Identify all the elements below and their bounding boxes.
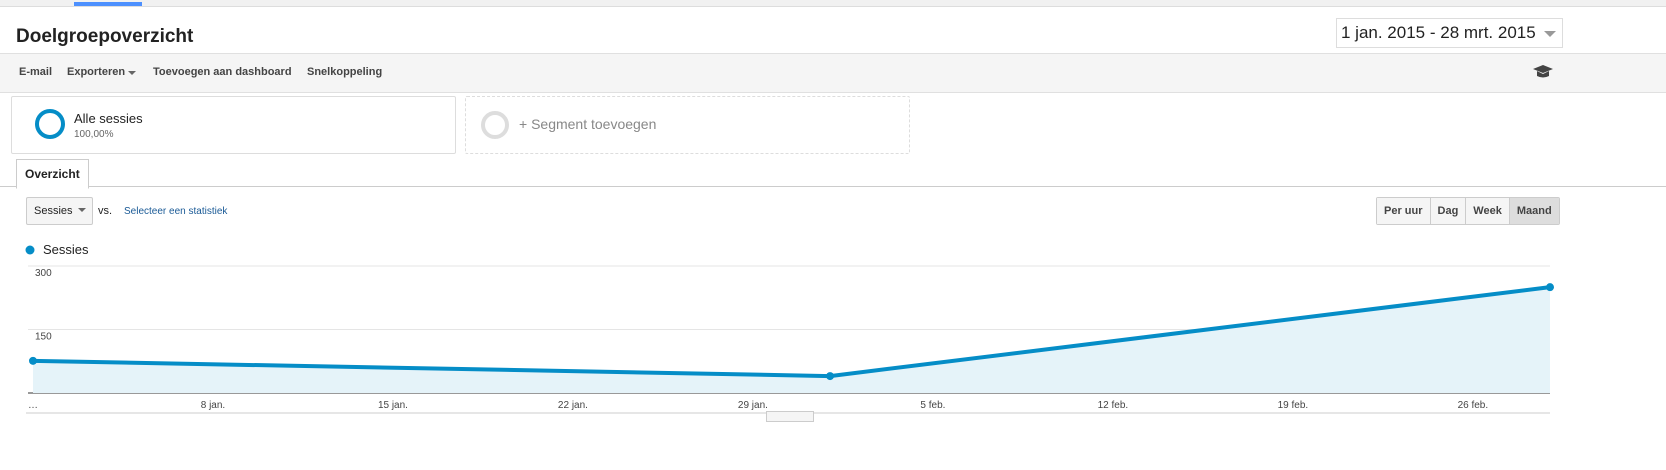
overview-tab[interactable]: Overzicht: [16, 159, 89, 189]
y-tick-label: 150: [35, 332, 52, 343]
x-tick-label: 19 feb.: [1278, 400, 1309, 411]
month-button[interactable]: Maand: [1508, 198, 1559, 224]
segment-share: 100,00%: [74, 129, 114, 140]
per-hour-button[interactable]: Per uur: [1377, 198, 1430, 224]
area: [33, 287, 1550, 393]
chart: 150 300 … 8 jan. 15 jan. 22 jan. 29 jan. 5 feb.…: [25, 242, 1554, 414]
help-icon[interactable]: [1532, 64, 1554, 80]
granularity-buttons: Per uur Dag Week Maand: [1376, 197, 1560, 225]
vs-label: vs.: [98, 205, 113, 217]
tab-line: [0, 186, 1666, 187]
x-tick-label: 5 feb.: [920, 400, 945, 411]
add-segment-icon: [481, 111, 509, 139]
segment-icon: [35, 109, 65, 139]
dashboard-button[interactable]: Toevoegen aan dashboard: [153, 66, 292, 78]
x-tick-label: 29 jan.: [738, 400, 768, 411]
day-button[interactable]: Dag: [1429, 198, 1466, 224]
dropdown-arrow: [128, 71, 136, 79]
x-tick-label: 15 jan.: [378, 400, 408, 411]
toolbar: [0, 53, 1666, 93]
legend-label: Sessies: [43, 242, 89, 257]
email-button[interactable]: E-mail: [19, 66, 53, 78]
point: [1546, 283, 1554, 292]
add-segment-label: + Segment toevoegen: [519, 116, 657, 132]
x-tick-label: 8 jan.: [201, 400, 225, 411]
x-tick-label: …: [28, 400, 38, 411]
export-button[interactable]: Exporteren: [67, 66, 126, 78]
date-range[interactable]: 1 jan. 2015 - 28 mrt. 2015: [1336, 18, 1563, 48]
point: [29, 356, 37, 365]
dropdown-arrow: [78, 208, 86, 216]
metric-label: Sessies: [34, 205, 73, 217]
x-tick-label: 26 feb.: [1458, 400, 1489, 411]
select-metric-link[interactable]: Selecteer een statistiek: [124, 206, 228, 217]
shortcut-button[interactable]: Snelkoppeling: [307, 66, 383, 78]
chart-resize-handle[interactable]: [766, 411, 814, 422]
week-button[interactable]: Week: [1465, 198, 1509, 224]
x-tick-label: 22 jan.: [558, 400, 588, 411]
x-tick-label: 12 feb.: [1098, 400, 1129, 411]
legend-marker: [25, 245, 35, 255]
point: [826, 372, 835, 381]
add-segment[interactable]: [465, 96, 910, 154]
segment-name: Alle sessies: [74, 111, 143, 126]
segment-card[interactable]: [11, 96, 456, 154]
top-bar: [0, 0, 1666, 7]
y-tick-label: 300: [35, 268, 52, 279]
page-title: Doelgroepoverzicht: [16, 26, 194, 47]
